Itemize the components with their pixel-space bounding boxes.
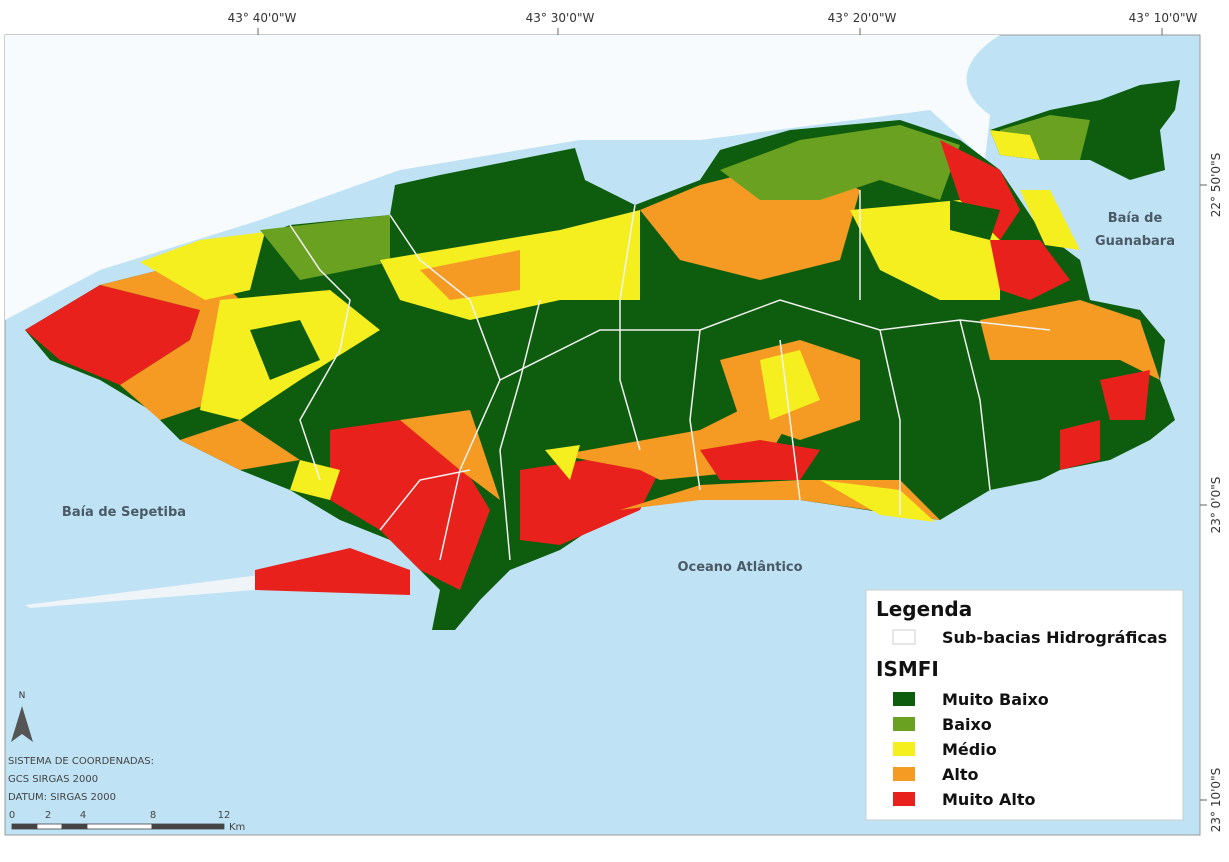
scale-tick-label: 8 <box>150 810 156 821</box>
scale-unit: Km <box>229 822 245 833</box>
graticule-top-label: 43° 40'0"W <box>228 11 297 25</box>
legend-box <box>865 589 1184 821</box>
graticule-right-label: 23° 10'0"S <box>1209 768 1223 832</box>
graticule-right-label: 23° 0'0"S <box>1209 477 1223 534</box>
north-label: N <box>19 691 26 701</box>
coordinate-note: DATUM: SIRGAS 2000 <box>8 792 116 803</box>
scale-tick-label: 12 <box>218 810 231 821</box>
coordinate-note: GCS SIRGAS 2000 <box>8 774 98 785</box>
legend-swatch <box>893 792 915 806</box>
legend-swatch <box>892 629 916 645</box>
graticule-top-label: 43° 30'0"W <box>526 11 595 25</box>
graticule-top-label: 43° 20'0"W <box>828 11 897 25</box>
place-label: Baía de Sepetiba <box>62 505 186 520</box>
legend-label: Alto <box>942 765 979 784</box>
scale-tick-label: 4 <box>80 810 86 821</box>
place-label: Oceano Atlântico <box>677 560 802 575</box>
legend-label: Muito Alto <box>942 790 1036 809</box>
legend: Legenda Sub-bacias Hidrográficas ISMFI M… <box>865 589 1184 821</box>
graticule-ticks <box>257 28 1207 801</box>
legend-label: Baixo <box>942 715 992 734</box>
north-arrow <box>11 706 33 742</box>
legend-swatch <box>893 717 915 731</box>
scale-tick-label: 0 <box>9 810 15 821</box>
legend-swatch <box>893 742 915 756</box>
legend-title: Legenda <box>876 597 972 621</box>
coordinate-note: SISTEMA DE COORDENADAS: <box>8 756 154 767</box>
graticule-top-label: 43° 10'0"W <box>1129 11 1198 25</box>
legend-subtitle: ISMFI <box>876 657 939 681</box>
legend-swatch <box>893 767 915 781</box>
land <box>25 80 1180 630</box>
sub-basin-boundaries <box>289 190 1051 561</box>
scale-tick-label: 2 <box>45 810 51 821</box>
mainland-outside <box>5 35 1000 320</box>
legend-label: Sub-bacias Hidrográficas <box>942 628 1167 647</box>
graticule-right-label: 22° 50'0"S <box>1209 153 1223 217</box>
place-label: Guanabara <box>1095 234 1175 249</box>
place-label: Baía de <box>1108 211 1163 226</box>
legend-swatch <box>893 692 915 706</box>
legend-label: Médio <box>942 740 997 759</box>
scale-bar <box>11 823 225 830</box>
legend-label: Muito Baixo <box>942 690 1049 709</box>
